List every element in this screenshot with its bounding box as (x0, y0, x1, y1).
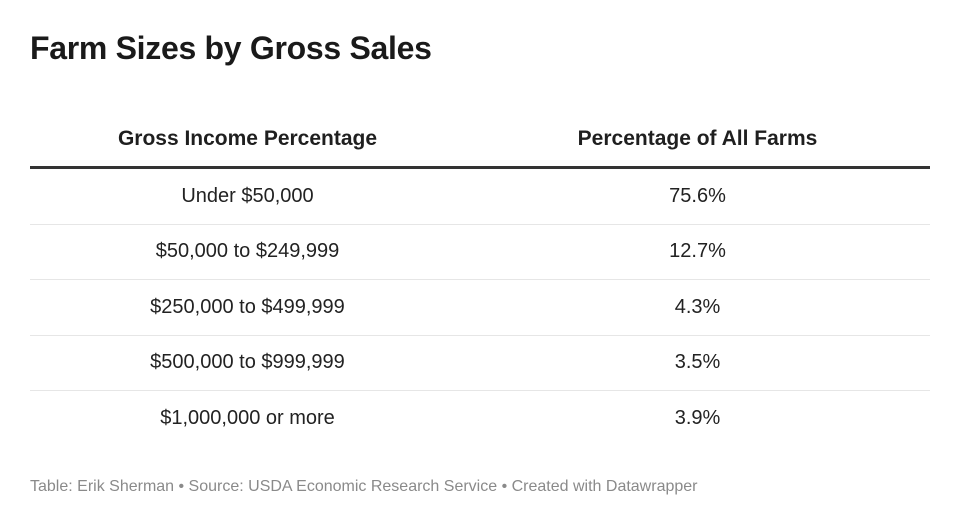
row-category: $250,000 to $499,999 (150, 295, 345, 318)
chart-title: Farm Sizes by Gross Sales (30, 30, 432, 66)
chart-footer-credits: Table: Erik Sherman • Source: USDA Econo… (30, 478, 698, 495)
table-row: $250,000 to $499,999 4.3% (30, 280, 930, 336)
row-value: 3.5% (674, 351, 721, 374)
row-value: 75.6% (669, 184, 726, 207)
table-row: Under $50,000 75.6% (30, 169, 930, 225)
column-header-gross-income: Gross Income Percentage (117, 127, 378, 150)
row-category: $500,000 to $999,999 (150, 351, 345, 374)
row-value: 3.9% (674, 407, 721, 430)
table-row: $1,000,000 or more 3.9% (30, 391, 930, 447)
row-category: Under $50,000 (181, 184, 314, 207)
row-category: $50,000 to $249,999 (155, 240, 340, 263)
column-header-percentage-of-farms: Percentage of All Farms (577, 127, 818, 150)
row-category: $1,000,000 or more (160, 407, 335, 430)
table-header-row: Gross Income Percentage Percentage of Al… (30, 112, 930, 169)
row-value: 4.3% (674, 295, 721, 318)
data-table: Gross Income Percentage Percentage of Al… (30, 112, 930, 447)
table-row: $50,000 to $249,999 12.7% (30, 225, 930, 280)
row-value: 12.7% (669, 240, 726, 263)
table-row: $500,000 to $999,999 3.5% (30, 336, 930, 391)
